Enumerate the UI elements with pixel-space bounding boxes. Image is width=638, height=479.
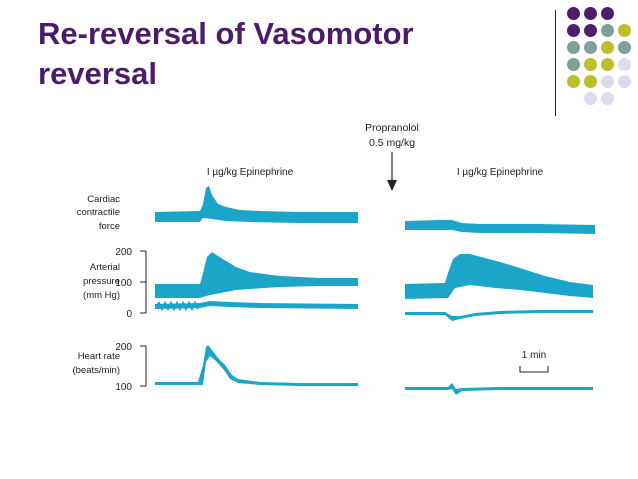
heart-rate-tick-100: 100: [115, 382, 132, 393]
propranolol-dose-label: 0.5 mg/kg: [369, 137, 415, 149]
cardiac-force-trace-left: [155, 186, 358, 223]
svg-text:(mm Hg): (mm Hg): [83, 290, 120, 301]
decor-dot: [567, 24, 580, 37]
pressure-tick-200: 200: [115, 247, 132, 258]
arrow-down-icon: [387, 152, 397, 191]
arterial-pressure-trace-left: [155, 252, 358, 298]
pressure-oscillation-left: [155, 300, 199, 312]
svg-text:Cardiac: Cardiac: [87, 194, 120, 205]
decor-dot: [584, 7, 597, 20]
svg-text:force: force: [99, 221, 120, 232]
time-scale-label: 1 min: [522, 350, 546, 361]
decor-dot: [601, 92, 614, 105]
heart-rate-trace-left: [155, 345, 358, 386]
decor-dot: [567, 75, 580, 88]
decor-dot: [567, 41, 580, 54]
decor-dot: [601, 7, 614, 20]
decor-dot: [601, 75, 614, 88]
decor-dot: [584, 92, 597, 105]
decor-dot: [584, 75, 597, 88]
decor-dot: [584, 24, 597, 37]
title-line-1: Re-reversal of Vasomotor: [38, 16, 414, 51]
pressure-axis: [140, 250, 147, 314]
pressure-tick-0: 0: [126, 309, 132, 320]
time-scale-bar: [519, 366, 549, 373]
arterial-pressure-label: Arterial pressure (mm Hg): [83, 262, 120, 301]
pressure-tick-100: 100: [115, 278, 132, 289]
svg-text:contractile: contractile: [77, 207, 120, 218]
decor-dot: [601, 24, 614, 37]
decor-dot: [601, 41, 614, 54]
svg-text:Arterial: Arterial: [90, 262, 120, 273]
propranolol-label: Propranolol: [365, 122, 419, 134]
decor-dot: [618, 41, 631, 54]
mean-pressure-trace-right: [405, 310, 593, 321]
cardiac-force-trace-right: [405, 220, 595, 234]
heart-rate-tick-200: 200: [115, 342, 132, 353]
heart-rate-trace-right: [405, 383, 593, 395]
decor-dot: [618, 24, 631, 37]
heart-rate-axis: [140, 345, 147, 387]
left-epinephrine-label: I µg/kg Epinephrine: [207, 167, 294, 178]
arterial-pressure-trace-right: [405, 254, 593, 299]
decor-dot: [618, 75, 631, 88]
title-line-2: reversal: [38, 56, 157, 91]
decor-dot: [584, 58, 597, 71]
heart-rate-label: Heart rate (beats/min): [72, 351, 120, 376]
decor-dot: [567, 58, 580, 71]
right-epinephrine-label: I µg/kg Epinephrine: [457, 167, 544, 178]
decor-dot: [618, 58, 631, 71]
svg-text:pressure: pressure: [83, 276, 120, 287]
decor-divider: [555, 10, 556, 116]
svg-text:(beats/min): (beats/min): [72, 365, 120, 376]
mean-pressure-trace-left: [155, 301, 358, 309]
decor-dot: [601, 58, 614, 71]
svg-text:Heart rate: Heart rate: [78, 351, 120, 362]
cardiac-force-label: Cardiac contractile force: [77, 194, 121, 232]
decor-dot: [584, 41, 597, 54]
decor-dot: [567, 7, 580, 20]
slide-title: Re-reversal of Vasomotor reversal: [38, 14, 538, 94]
